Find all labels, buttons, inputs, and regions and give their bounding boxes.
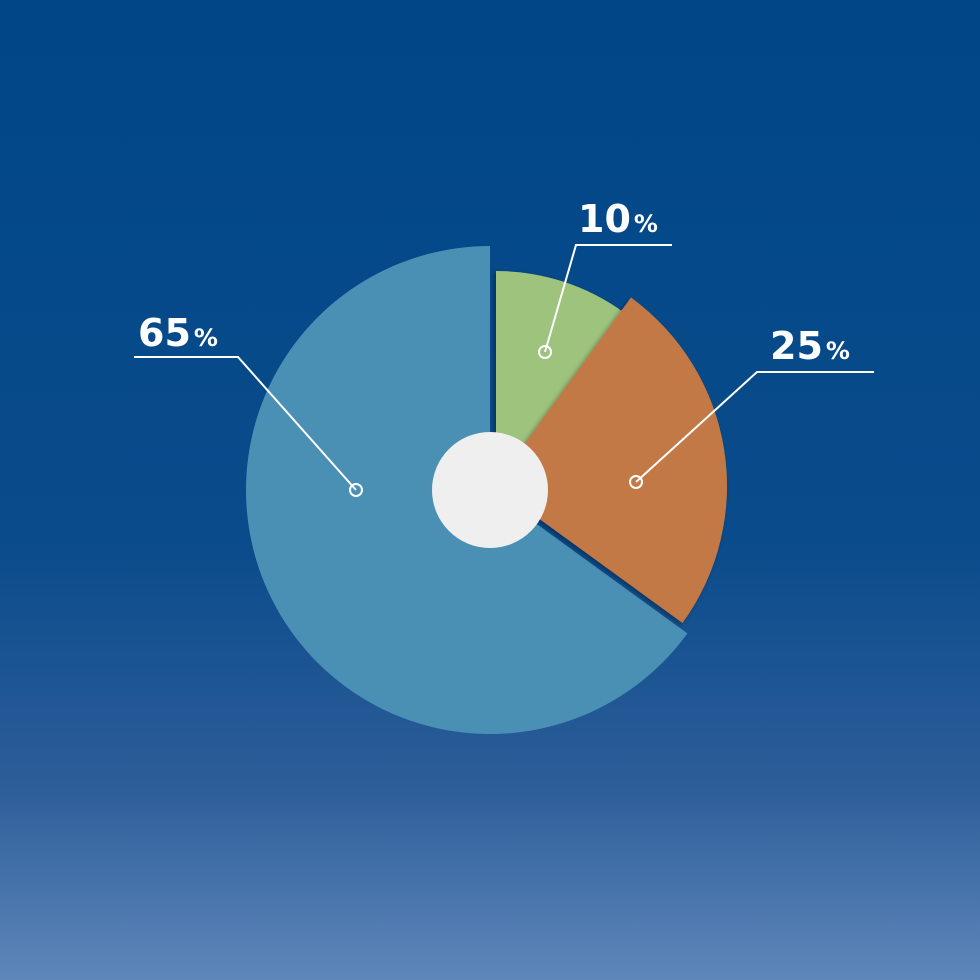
label-marker-25	[629, 475, 643, 489]
slice-label-65: 65%	[138, 311, 218, 355]
leader-line-25	[635, 371, 874, 483]
slice-value-10: 10	[578, 197, 631, 241]
slice-unit-65: %	[194, 324, 218, 352]
leader-line-65	[134, 356, 357, 491]
slice-10	[496, 271, 625, 489]
slice-unit-25: %	[826, 337, 850, 365]
slice-value-25: 25	[770, 324, 823, 368]
slice-value-65: 65	[138, 311, 191, 355]
center-hole	[432, 432, 548, 548]
slice-label-10: 10%	[578, 197, 658, 241]
label-marker-65	[349, 483, 363, 497]
slice-label-25: 25%	[770, 324, 850, 368]
leader-line-10	[544, 244, 672, 353]
label-marker-10	[538, 345, 552, 359]
slice-unit-10: %	[634, 210, 658, 238]
slice-25	[494, 297, 727, 623]
